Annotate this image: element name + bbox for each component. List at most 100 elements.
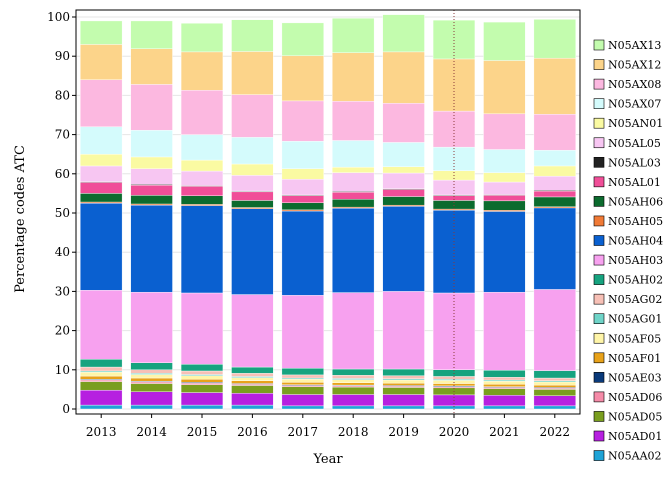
x-tick-label: 2021 [489,425,520,439]
bar-segment-n05ah03-2014 [130,291,173,363]
bar-stack-2019 [382,14,425,410]
legend-label-n05ah04: N05AH04 [608,235,663,248]
legend-swatch-n05ag02 [593,293,605,305]
bar-segment-n05ah06-2017 [281,202,324,211]
bar-segment-n05ah03-2017 [281,295,324,369]
bar-segment-n05ax12-2021 [483,60,526,115]
bar-segment-n05ad01-2016 [231,393,274,406]
bar-segment-n05ah04-2014 [130,204,173,293]
bar-segment-n05af01-2014 [130,377,173,382]
bar-segment-n05ag02-2019 [382,375,425,380]
bar-segment-n05ah04-2018 [332,208,375,293]
bar-segment-n05al01-2017 [281,195,324,204]
bar-segment-n05ax08-2019 [382,103,425,143]
bar-segment-n05ax08-2014 [130,84,173,131]
bar-segment-n05ax08-2013 [80,79,123,127]
bar-stack-2016 [231,19,274,410]
bar-segment-n05ax13-2015 [180,23,224,53]
legend-swatch-n05ah04 [593,235,605,246]
legend-label-n05al01: N05AL01 [608,176,661,189]
legend-label-n05ag01: N05AG01 [608,313,662,326]
bar-segment-n05ah04-2013 [80,202,123,291]
bar-segment-n05ax07-2019 [382,142,425,167]
y-tick-label: 0 [62,402,70,416]
bar-segment-n05ax07-2021 [483,149,526,173]
bar-segment-n05ax08-2017 [281,100,324,142]
bar-segment-n05ad06-2014 [130,381,173,384]
legend-swatch-n05ad05 [593,411,605,422]
bar-segment-n05ad06-2015 [180,382,224,385]
y-tick-label: 20 [55,324,70,338]
y-tick-label: 50 [55,206,70,220]
stacked-bars [80,14,576,410]
legend-label-n05ah03: N05AH03 [608,254,663,267]
bar-segment-n05ah06-2020 [432,200,476,210]
bar-segment-n05ag02-2021 [483,377,526,381]
bar-segment-n05al05-2021 [483,181,526,195]
bar-segment-n05ag02-2018 [332,375,375,379]
bar-segment-n05an01-2019 [382,166,425,174]
bar-segment-n05ax13-2016 [231,19,274,52]
bar-stack-2014 [130,20,173,410]
bar-segment-n05al05-2019 [382,172,425,189]
bar-segment-n05ah06-2021 [483,200,526,211]
x-tick-label: 2020 [439,425,470,439]
bar-segment-n05aa02-2019 [382,405,425,410]
plot-frame [75,9,581,415]
bar-stack-2022 [533,19,576,410]
bar-segment-n05an01-2022 [533,165,576,177]
bar-segment-n05ax13-2018 [332,17,375,53]
y-axis-title: Percentage codes ATC [13,145,28,293]
legend-swatch-n05ax08 [593,78,605,90]
bar-segment-n05ad01-2015 [180,392,224,406]
x-tick-label: 2018 [338,425,369,439]
bar-segment-n05ag02-2017 [281,374,324,379]
x-tick-label: 2013 [86,425,117,439]
bar-segment-n05ah02-2019 [382,368,425,376]
bar-segment-n05ax12-2018 [332,52,375,102]
y-tick-label: 80 [55,88,70,102]
bar-segment-n05ah02-2014 [130,362,173,370]
bar-segment-n05ax12-2015 [180,51,224,91]
bar-segment-n05ag02-2022 [533,377,576,381]
bar-stack-2015 [180,23,224,410]
legend-swatch-n05ah02 [593,274,605,285]
bar-segment-n05ah04-2020 [432,210,476,294]
bar-segment-n05al01-2022 [533,190,576,198]
bar-segment-n05ad06-2013 [80,379,123,382]
bar-segment-n05ah06-2018 [332,199,375,208]
bar-segment-n05ah06-2022 [533,196,576,207]
legend-swatch-n05ah03 [593,254,605,266]
bar-segment-n05ah04-2015 [180,205,224,294]
bar-segment-n05ad05-2022 [533,389,576,396]
bar-segment-n05ad01-2018 [332,394,375,407]
bar-segment-n05af01-2015 [180,379,224,383]
legend-label-n05ah06: N05AH06 [608,195,663,208]
bar-segment-n05ax08-2018 [332,101,375,141]
legend-swatch-n05ad06 [593,391,605,403]
bar-segment-n05ah02-2022 [533,370,576,379]
bar-segment-n05ah02-2013 [80,359,123,368]
bar-stack-2013 [80,20,123,410]
bar-segment-n05ax13-2021 [483,21,526,61]
legend-swatch-n05al05 [593,137,605,149]
legend-label-n05ae03: N05AE03 [608,371,662,384]
bar-segment-n05aa02-2022 [533,405,576,410]
bar-segment-n05af05-2013 [80,371,123,377]
legend-swatch-n05ag01 [593,313,605,325]
bar-segment-n05ax12-2014 [130,48,173,85]
bar-stack-2017 [281,22,324,410]
bar-segment-n05af05-2021 [483,380,526,385]
bar-segment-n05al05-2015 [180,170,224,186]
bar-segment-n05ag02-2015 [180,370,224,375]
bar-segment-n05ax12-2022 [533,57,576,115]
legend-swatch-n05ad01 [593,430,605,442]
legend-label-n05ah05: N05AH05 [608,215,663,228]
legend-swatch-n05ax13 [593,39,605,51]
bar-segment-n05ah03-2021 [483,291,526,371]
bar-segment-n05ad05-2013 [80,381,123,391]
bar-segment-n05an01-2014 [130,156,173,169]
bar-segment-n05ah02-2016 [231,366,274,374]
y-tick-label: 60 [55,167,70,181]
bar-segment-n05ax07-2017 [281,141,324,169]
